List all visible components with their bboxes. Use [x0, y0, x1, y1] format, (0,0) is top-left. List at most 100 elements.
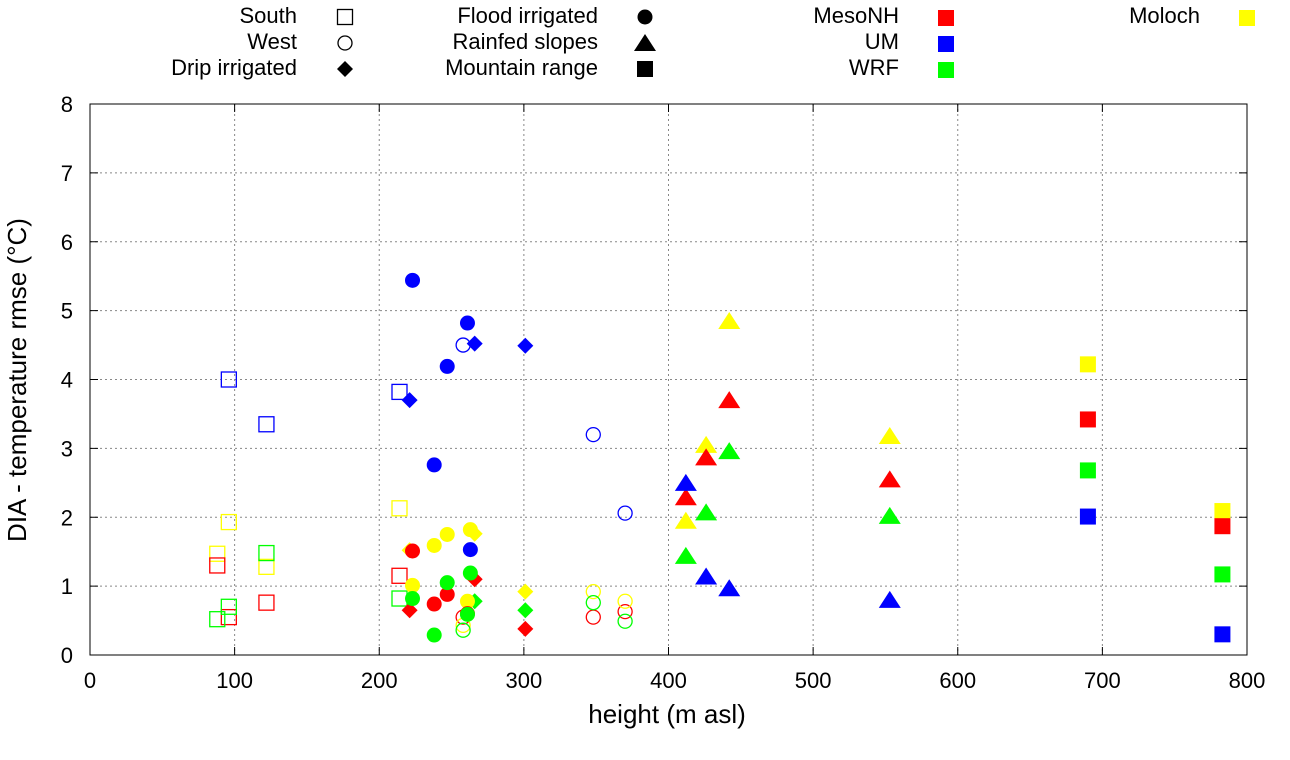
data-point-wrf [674, 546, 697, 564]
x-tick-label: 700 [1084, 668, 1121, 693]
y-tick-label: 8 [61, 92, 73, 117]
data-point-mesonh [718, 391, 741, 409]
data-point-wrf [462, 565, 478, 581]
data-point-mesonh [695, 448, 718, 466]
data-point-wrf [391, 590, 408, 607]
data-point-mesonh [401, 602, 418, 619]
data-point-mesonh [439, 586, 455, 602]
data-point-moloch [459, 593, 475, 609]
data-point-moloch [718, 311, 741, 329]
data-point-um [405, 272, 421, 288]
data-point-mesonh [1214, 518, 1231, 535]
series-drip-irrigated [401, 335, 534, 637]
data-point-moloch [674, 511, 697, 529]
data-point-moloch [1079, 356, 1096, 373]
data-point-wrf [455, 622, 471, 638]
data-point-wrf [1079, 462, 1096, 479]
legend-marker-mesonh [938, 10, 954, 26]
y-axis-title: DIA - temperature rmse (°C) [2, 218, 32, 542]
data-point-moloch [220, 513, 237, 531]
data-point-moloch [405, 577, 421, 593]
data-point-wrf [517, 602, 534, 619]
series-rainfed-slopes [674, 311, 901, 608]
legend-markers [336, 8, 1255, 78]
data-point-um [455, 337, 471, 353]
legend-marker-flood-irrigated [637, 9, 653, 25]
legend-label-south: South [240, 3, 298, 28]
data-point-moloch [585, 583, 601, 600]
data-point-um [517, 337, 534, 354]
legend: South West Drip irrigated Flood irrigate… [171, 3, 1255, 80]
data-point-mesonh [426, 596, 442, 612]
data-point-mesonh [674, 488, 697, 506]
legend-label-rainfed-slopes: Rainfed slopes [452, 29, 598, 54]
y-tick-label: 4 [61, 368, 73, 393]
legend-label-wrf: WRF [849, 55, 899, 80]
data-point-um [439, 358, 455, 374]
data-point-moloch [695, 435, 718, 453]
data-point-mesonh [220, 608, 237, 626]
data-point-um [878, 590, 901, 608]
x-tick-label: 500 [795, 668, 832, 693]
data-point-um [718, 579, 741, 597]
x-tick-label: 100 [216, 668, 253, 693]
legend-marker-wrf [938, 62, 954, 78]
data-point-wrf [878, 506, 901, 524]
legend-marker-west [337, 35, 353, 51]
x-axis-title: height (m asl) [588, 699, 746, 729]
data-point-um [1214, 626, 1231, 643]
data-point-mesonh [585, 609, 601, 625]
data-point-wrf [617, 613, 633, 629]
data-point-um [466, 335, 483, 352]
series-mountain-range [1079, 356, 1231, 643]
x-tick-label: 0 [84, 668, 96, 693]
data-point-moloch [878, 426, 901, 444]
data-point-wrf [258, 544, 275, 562]
x-tick-label: 400 [650, 668, 687, 693]
data-point-moloch [517, 583, 534, 600]
y-tick-label: 5 [61, 299, 73, 324]
data-point-wrf [439, 575, 455, 591]
data-point-wrf [405, 591, 421, 607]
data-point-mesonh [617, 603, 633, 620]
y-tick-label: 3 [61, 436, 73, 461]
x-tick-label: 800 [1229, 668, 1266, 693]
data-point-wrf [220, 598, 237, 615]
legend-label-mesonh: MesoNH [813, 3, 899, 28]
legend-marker-south [336, 8, 354, 26]
y-tick-label: 0 [61, 643, 73, 668]
legend-label-mountain-range: Mountain range [445, 55, 598, 80]
data-point-wrf [695, 503, 718, 521]
legend-marker-mountain-range [637, 61, 653, 77]
data-point-moloch [617, 593, 633, 609]
grid [90, 104, 1247, 655]
y-tick-label: 2 [61, 505, 73, 530]
data-point-wrf [718, 442, 741, 460]
data-point-moloch [462, 522, 478, 538]
legend-marker-drip-irrigated [337, 61, 353, 77]
data-point-wrf [426, 627, 442, 643]
data-point-moloch [391, 500, 408, 517]
legend-label-west: West [247, 29, 297, 54]
data-point-wrf [459, 606, 475, 622]
data-point-mesonh [878, 470, 901, 488]
data-point-mesonh [517, 620, 534, 637]
data-point-mesonh [258, 594, 275, 611]
data-point-um [462, 542, 478, 558]
data-point-um [258, 416, 275, 433]
legend-label-drip-irrigated: Drip irrigated [171, 55, 297, 80]
data-point-um [426, 457, 442, 473]
data-point-um [220, 371, 237, 388]
data-point-um [674, 473, 697, 491]
legend-marker-rainfed-slopes [634, 34, 656, 51]
legend-label-um: UM [865, 29, 899, 54]
data-point-mesonh [391, 567, 408, 584]
series-west [455, 337, 633, 638]
series-flood-irrigated [405, 272, 478, 643]
data-point-mesonh [1079, 411, 1096, 428]
data-points [209, 272, 1231, 643]
x-tick-label: 600 [939, 668, 976, 693]
data-point-moloch [439, 526, 455, 542]
data-point-moloch [1214, 503, 1231, 520]
